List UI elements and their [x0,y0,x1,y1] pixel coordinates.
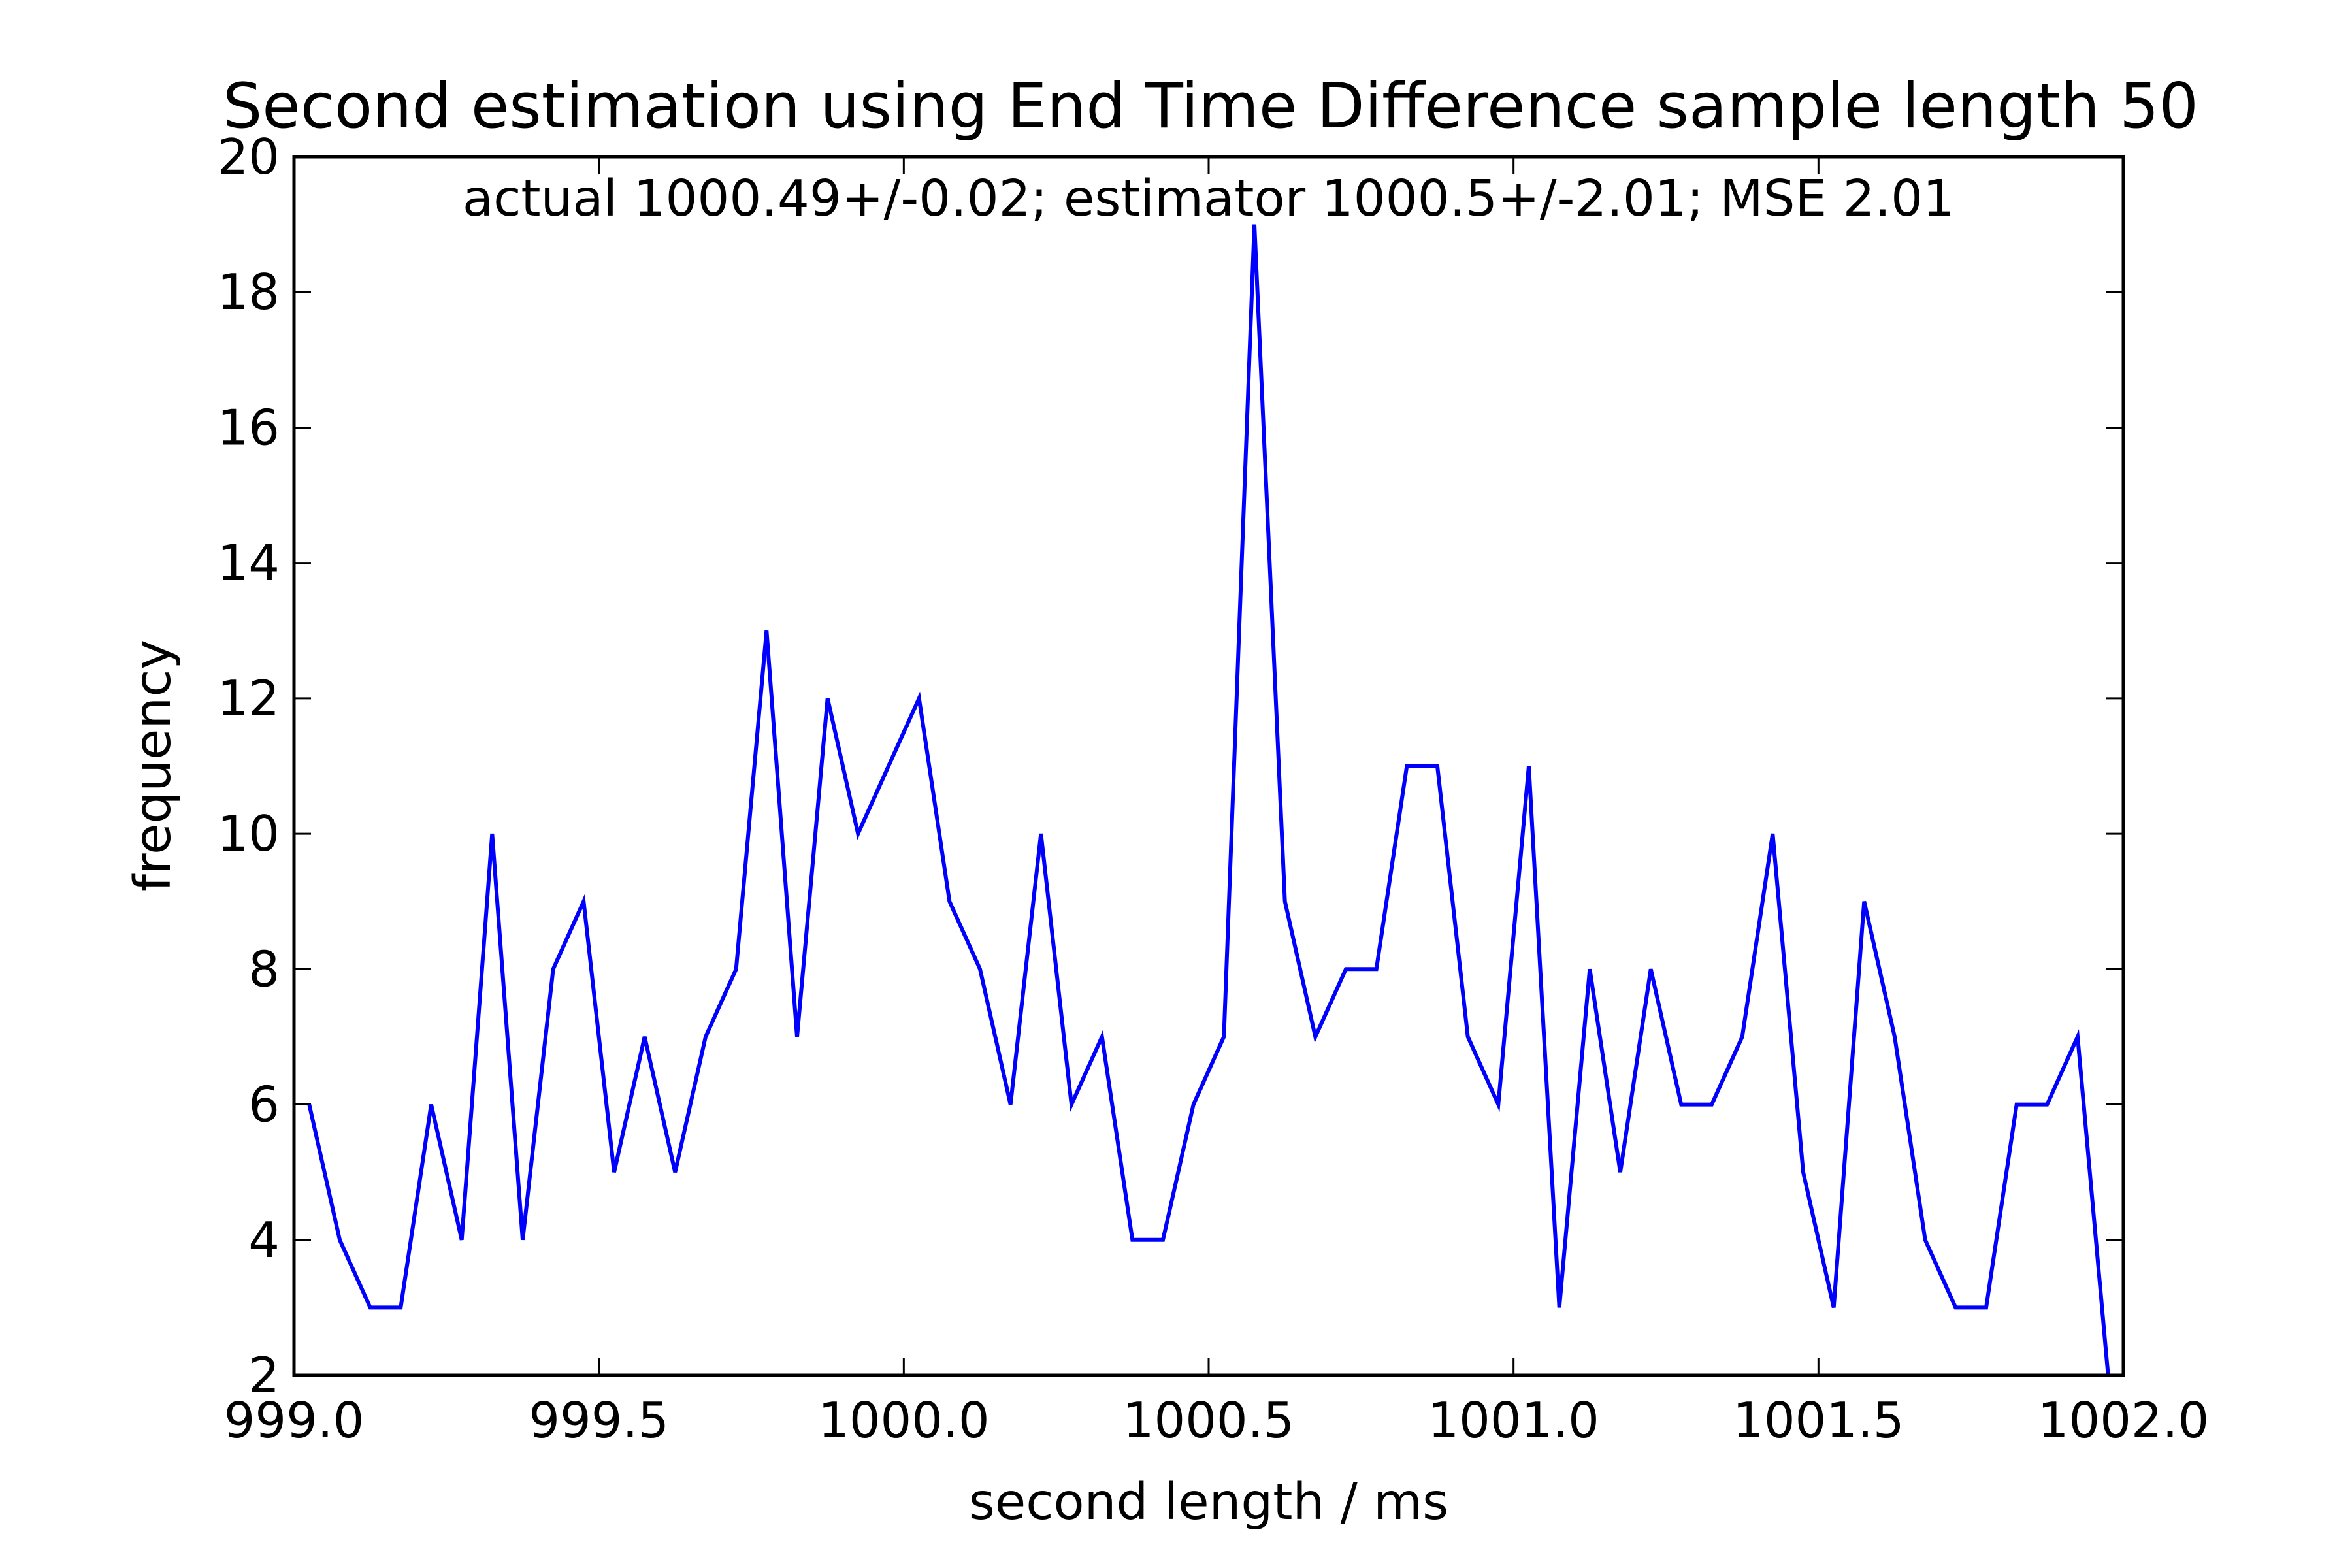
x-tick-label: 1001.0 [1428,1392,1599,1449]
x-tick-label: 1001.5 [1733,1392,1904,1449]
y-tick-label: 10 [218,805,280,862]
x-tick-labels: 999.0 999.5 1000.0 1000.5 1001.0 1001.5 1002.0 [224,1392,2210,1449]
y-tick-label: 18 [218,263,280,321]
y-tick-label: 14 [218,534,280,592]
y-tick-label: 2 [248,1347,280,1404]
series-line [307,224,2110,1376]
y-tick-label: 6 [248,1076,280,1134]
plot-area [292,155,2125,1377]
y-tick-label: 20 [218,128,280,186]
y-tick-label: 8 [248,940,280,998]
y-axis-label: frequency [124,640,182,892]
chart-title: Second estimation using End Time Differe… [223,71,2198,142]
plot-frame [292,155,2125,1377]
x-axis-label: second length / ms [969,1473,1449,1531]
y-tick-label: 16 [218,399,280,456]
x-tick-label: 1000.0 [818,1392,989,1449]
y-tick-label: 12 [218,670,280,727]
chart-annotation: actual 1000.49+/-0.02; estimator 1000.5+… [463,170,1955,228]
axis-ticks [293,155,2125,1377]
x-tick-label: 1002.0 [2038,1392,2209,1449]
x-tick-label: 1000.5 [1123,1392,1294,1449]
y-tick-labels: 2 4 6 8 10 12 14 16 18 20 [218,128,280,1404]
x-tick-label: 999.0 [224,1392,365,1449]
y-tick-label: 4 [248,1211,280,1269]
x-tick-label: 999.5 [529,1392,669,1449]
